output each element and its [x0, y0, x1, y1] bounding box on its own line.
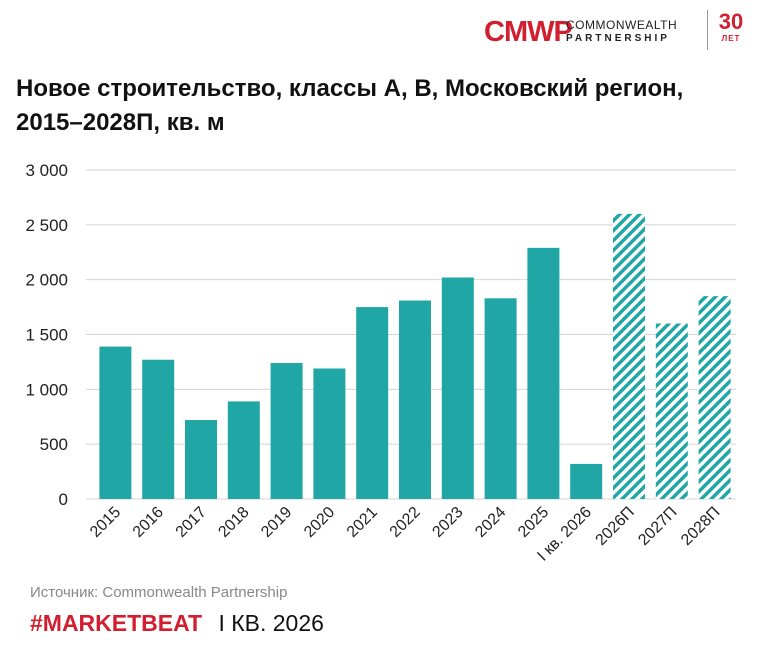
bar	[527, 247, 560, 499]
bar	[399, 300, 431, 499]
company-logo: CMWP COMMONWEALTH PARTNERSHIP 30 ЛЕТ	[484, 10, 746, 52]
bar	[142, 359, 175, 499]
bar	[270, 363, 303, 499]
x-tick-label: 2018	[215, 504, 252, 541]
footer: #MARKETBEAT I КВ. 2026	[30, 608, 324, 638]
x-tick-label: 2016	[130, 504, 167, 541]
x-tick-label: 2015	[87, 504, 124, 541]
y-tick-label: 2 500	[25, 216, 68, 235]
x-tick-label: 2020	[301, 504, 338, 541]
y-tick-label: 3 000	[25, 161, 68, 180]
x-tick-label: 2021	[344, 504, 381, 541]
logo-text: COMMONWEALTH PARTNERSHIP	[566, 19, 677, 45]
y-tick-label: 2 000	[25, 271, 68, 290]
forecast-bar	[655, 323, 688, 499]
bar	[570, 463, 603, 499]
anniversary-number: 30	[718, 9, 744, 34]
x-tick-label: 2024	[472, 504, 509, 541]
anniversary-label: ЛЕТ	[721, 34, 741, 43]
logo-line-1: COMMONWEALTH	[566, 18, 678, 32]
x-tick-label: 2019	[258, 504, 295, 541]
bar	[99, 346, 132, 499]
chart-title: Новое строительство, классы А, В, Москов…	[16, 75, 684, 136]
bar	[227, 401, 260, 499]
x-tick-label: 2028П	[678, 504, 723, 549]
marketbeat-tag: #MARKETBEAT	[30, 610, 203, 636]
y-axis-ticks: 0 500 1 000 1 500 2 000 2 500 3 000	[25, 161, 68, 509]
x-tick-label: 2022	[387, 504, 424, 541]
logo-line-2: PARTNERSHIP	[566, 33, 670, 44]
x-tick-label: 2023	[429, 504, 466, 541]
forecast-bar	[698, 296, 731, 499]
logo-mark: CMWP	[484, 16, 573, 48]
anniversary-badge: 30 ЛЕТ	[715, 10, 747, 44]
x-axis-ticks: 2015 2016 2017 2018 2019 2020 2021 2022 2023 2024…	[87, 504, 723, 565]
bar	[356, 307, 389, 499]
bars	[99, 213, 731, 499]
bar	[313, 368, 346, 499]
y-tick-label: 500	[40, 435, 68, 454]
y-tick-label: 0	[59, 490, 68, 509]
y-tick-label: 1 500	[25, 326, 68, 345]
logo-divider	[707, 10, 708, 50]
x-tick-label: 2027П	[635, 504, 680, 549]
source-note: Источник: Commonwealth Partnership	[30, 584, 288, 601]
forecast-bar	[613, 213, 645, 499]
x-tick-label: 2026П	[593, 504, 638, 549]
bar	[185, 420, 217, 499]
x-tick-label: 2017	[173, 504, 210, 541]
report-quarter: I КВ. 2026	[218, 610, 324, 636]
x-tick-label: 2025	[515, 504, 552, 541]
y-tick-label: 1 000	[25, 380, 68, 399]
bar	[484, 298, 517, 499]
bar	[441, 277, 474, 499]
